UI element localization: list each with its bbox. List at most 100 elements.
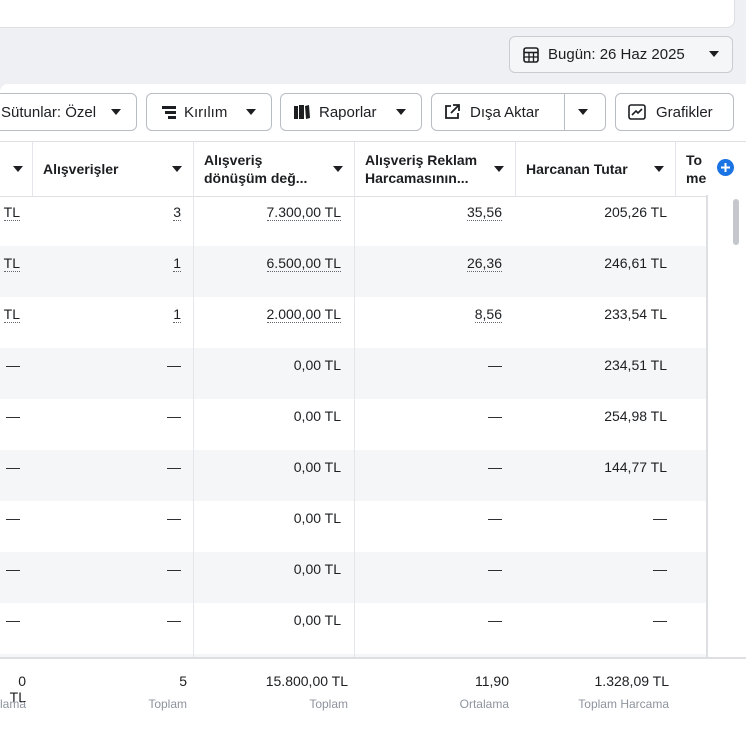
cell-roas-value: — [488,408,502,424]
cell-conversion-value-value: 0,00 TL [293,561,341,577]
cell-previous-value: — [6,561,20,577]
date-range-button[interactable]: Bugün: 26 Haz 2025 [509,36,733,73]
breakdown-icon [161,105,177,119]
table-row[interactable]: — — 0,00 TL — 254,98 TL [0,399,706,450]
cell-previous: — [6,603,20,654]
table-row[interactable]: — — 0,00 TL — — [0,552,706,603]
cell-conversion-value-value[interactable]: 6.500,00 TL [266,255,341,272]
table-row[interactable]: — — 0,00 TL — 144,77 TL [0,450,706,501]
cell-previous-value: — [6,612,20,628]
chevron-down-icon [708,50,720,58]
cell-previous: — [6,552,20,603]
cell-conversion-value: 0,00 TL [294,552,341,603]
sort-chevron-icon[interactable] [332,165,344,173]
table-row[interactable]: TL 1 6.500,00 TL 26,36 246,61 TL [0,246,706,297]
cell-roas-value[interactable]: 8,56 [474,306,502,323]
table-row[interactable]: — — 0,00 TL — — [0,603,706,654]
cell-conversion-value-value: 0,00 TL [293,612,341,628]
cell-conversion-value: 0,00 TL [294,399,341,450]
export-button-group: Dışa Aktar [431,93,606,131]
sort-chevron-icon[interactable] [493,165,505,173]
breakdown-button[interactable]: Kırılım [146,93,272,131]
sort-chevron-icon[interactable] [653,165,665,173]
cell-roas-value: — [488,561,502,577]
cell-roas: — [488,450,502,501]
cell-purchases: — [167,348,181,399]
cell-roas: — [488,552,502,603]
cell-purchases-value[interactable]: 3 [173,204,181,221]
export-dropdown-chevron-icon[interactable] [577,108,589,116]
cell-amount-spent: 234,51 TL [604,348,667,399]
column-header-previous[interactable] [0,142,33,196]
cell-roas: 26,36 [466,246,502,297]
total-prev-label: lama [0,697,26,711]
cell-purchases: 3 [173,195,181,246]
cell-conversion-value: 0,00 TL [294,348,341,399]
charts-label: Grafikler [656,103,713,121]
cell-previous-value[interactable]: TL [3,306,20,323]
column-divider [193,195,194,657]
cell-roas: 35,56 [466,195,502,246]
breakdown-label: Kırılım [184,103,228,121]
scrollbar-thumb[interactable] [733,199,739,245]
cell-conversion-value-value: 0,00 TL [293,408,341,424]
cell-conversion-value: 0,00 TL [294,450,341,501]
sort-chevron-icon[interactable] [12,165,24,173]
cell-amount-spent: — [653,501,667,552]
table-row[interactable]: — — 0,00 TL — 234,51 TL [0,348,706,399]
cell-roas-value[interactable]: 35,56 [466,204,502,221]
cell-amount-spent-value: — [653,510,667,526]
table-row[interactable]: — — 0,00 TL — — [0,501,706,552]
columns-button[interactable]: Sütunlar: Özel [0,93,137,131]
reports-button[interactable]: Raporlar [280,93,422,131]
cell-conversion-value-value: 0,00 TL [293,510,341,526]
chevron-down-icon [245,108,257,116]
sort-chevron-icon[interactable] [171,165,183,173]
cell-purchases-value[interactable]: 1 [173,255,181,272]
reports-icon [293,104,311,120]
cell-amount-spent: — [653,603,667,654]
cell-previous: — [6,399,20,450]
amount-spent-header-label: Harcanan Tutar [526,161,628,177]
table-row[interactable]: TL 3 7.300,00 TL 35,56 205,26 TL [0,195,706,246]
column-header-amount-spent[interactable]: Harcanan Tutar [516,142,676,196]
cell-previous-value: — [6,510,20,526]
cell-conversion-value-value[interactable]: 2.000,00 TL [266,306,341,323]
cell-purchases: — [167,552,181,603]
cell-amount-spent-value: — [653,561,667,577]
cell-purchases: 1 [173,246,181,297]
reports-label: Raporlar [319,103,377,121]
cell-previous: — [6,348,20,399]
cell-conversion-value-value: 0,00 TL [293,459,341,475]
cell-purchases: 1 [173,297,181,348]
cell-purchases-value: — [167,612,181,628]
table-row[interactable]: TL 1 2.000,00 TL 8,56 233,54 TL [0,297,706,348]
cell-amount-spent: 144,77 TL [604,450,667,501]
cell-conversion-value: 7.300,00 TL [266,195,341,246]
cell-amount-spent: 254,98 TL [604,399,667,450]
cell-purchases-value[interactable]: 1 [173,306,181,323]
add-column-icon[interactable] [717,159,734,176]
cell-amount-spent: 233,54 TL [604,297,667,348]
cell-previous-value[interactable]: TL [3,255,20,272]
cell-conversion-value-value: 0,00 TL [293,357,341,373]
cell-roas: — [488,399,502,450]
cell-previous-value: — [6,459,20,475]
total-conversion-label: Toplam [309,697,348,711]
cell-purchases-value: — [167,561,181,577]
column-header-conversion-value[interactable]: Alışveriş dönüşüm değ... [194,142,355,196]
purchases-header-label: Alışverişler [43,161,119,177]
cell-previous-value[interactable]: TL [3,204,20,221]
column-header-roas[interactable]: Alışveriş Reklam Harcamasının... [355,142,516,196]
vertical-scrollbar[interactable] [731,197,741,657]
cell-roas: — [488,603,502,654]
cell-roas-value[interactable]: 26,36 [466,255,502,272]
cell-roas-value: — [488,612,502,628]
export-label[interactable]: Dışa Aktar [470,103,540,121]
cell-conversion-value-value[interactable]: 7.300,00 TL [266,204,341,221]
column-header-next[interactable]: To me [676,142,746,196]
cell-roas-value: — [488,459,502,475]
charts-button[interactable]: Grafikler [615,93,734,131]
total-roas-value: 11,90 [475,673,509,689]
column-header-purchases[interactable]: Alışverişler [33,142,194,196]
